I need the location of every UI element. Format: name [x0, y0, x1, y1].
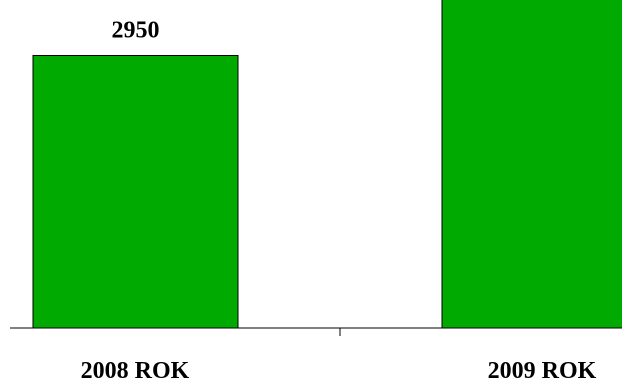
bars-layer — [32, 0, 622, 329]
bar-1 — [32, 54, 239, 329]
data-labels-layer: 29503287 — [112, 17, 160, 43]
bar-2 — [441, 0, 622, 329]
category-label-2: 2009 ROK — [488, 358, 597, 380]
data-label-1: 2950 — [112, 17, 160, 43]
category-label-1: 2008 ROK — [81, 358, 190, 380]
category-labels-layer: 2008 ROK 2009 ROK — [81, 358, 597, 380]
